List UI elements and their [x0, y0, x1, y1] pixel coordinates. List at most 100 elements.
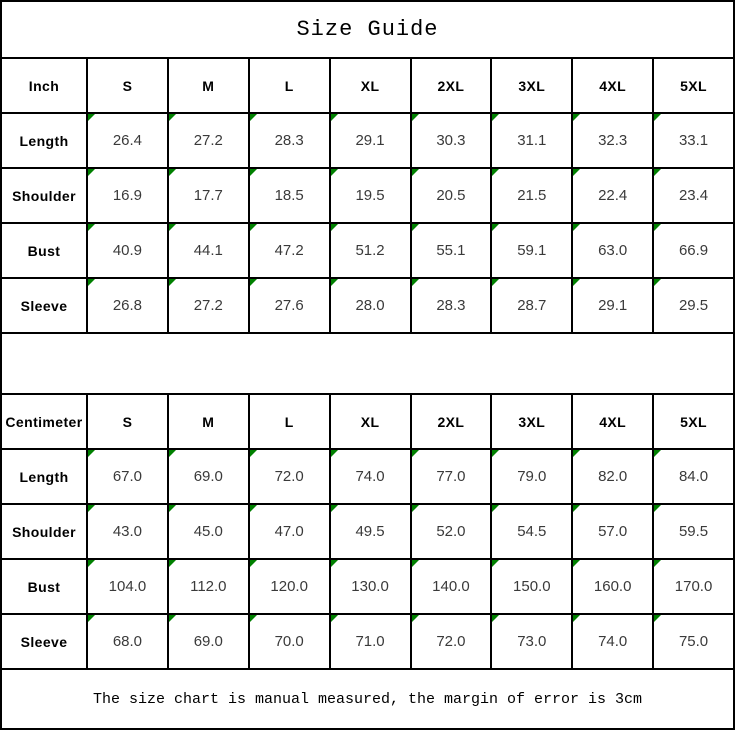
cell-comment-marker-icon	[249, 224, 257, 231]
value-cell: 28.3	[411, 279, 493, 332]
size-header-m-text: M	[202, 77, 215, 94]
value-cell: 17.7	[168, 169, 250, 222]
value-cell: 47.2	[249, 224, 331, 277]
cell-comment-marker-icon	[573, 450, 581, 457]
row-label-shoulder: Shoulder	[2, 169, 88, 222]
cell-comment-marker-icon	[88, 279, 95, 286]
value-cell-text: 31.1	[517, 132, 547, 149]
value-cell-text: 28.3	[436, 297, 466, 314]
row-label-shoulder: Shoulder	[2, 505, 88, 558]
value-cell: 51.2	[330, 224, 412, 277]
value-cell: 72.0	[411, 615, 493, 668]
size-header-5xl: 5XL	[654, 395, 733, 448]
value-cell: 28.3	[249, 114, 331, 167]
size-header-m: M	[169, 59, 250, 112]
size-header-2xl: 2XL	[412, 59, 493, 112]
unit-header-inch: Inch	[2, 59, 88, 112]
value-cell: 55.1	[411, 224, 493, 277]
value-cell-text: 72.0	[436, 633, 466, 650]
value-cell-text: 79.0	[517, 468, 547, 485]
size-header-s: S	[88, 59, 169, 112]
cell-comment-marker-icon	[330, 615, 338, 622]
cell-comment-marker-icon	[573, 169, 581, 176]
cell-comment-marker-icon	[330, 279, 338, 286]
value-cell-text: 55.1	[436, 242, 466, 259]
value-cell-text: 27.2	[193, 132, 223, 149]
value-cell-text: 52.0	[436, 523, 466, 540]
value-cell: 18.5	[249, 169, 331, 222]
centimeter-row-length: Length 67.0 69.0 72.0 74.0 77.0 79.0 82.0 84.0	[2, 450, 733, 505]
cell-comment-marker-icon	[249, 615, 257, 622]
size-header-xl-text: XL	[360, 413, 380, 430]
row-label-length-text: Length	[19, 132, 69, 149]
value-cell: 28.7	[492, 279, 574, 332]
footer-note: The size chart is manual measured, the m…	[92, 690, 643, 708]
value-cell-text: 69.0	[193, 633, 223, 650]
inch-header-row: Inch S M L XL 2XL 3XL 4XL 5XL	[2, 59, 733, 114]
cell-comment-marker-icon	[654, 169, 662, 176]
value-cell: 59.5	[654, 505, 733, 558]
value-cell: 69.0	[168, 615, 250, 668]
value-cell: 72.0	[249, 450, 331, 503]
cell-comment-marker-icon	[411, 224, 419, 231]
value-cell-text: 160.0	[593, 578, 632, 595]
value-cell-text: 66.9	[678, 242, 709, 259]
cell-comment-marker-icon	[411, 615, 419, 622]
value-cell-text: 72.0	[274, 468, 304, 485]
row-label-shoulder-text: Shoulder	[12, 523, 76, 540]
value-cell: 49.5	[330, 505, 412, 558]
cell-comment-marker-icon	[249, 505, 257, 512]
value-cell-text: 30.3	[436, 132, 466, 149]
value-cell-text: 19.5	[355, 187, 385, 204]
size-header-s: S	[88, 395, 169, 448]
value-cell: 27.2	[168, 114, 250, 167]
cell-comment-marker-icon	[492, 169, 500, 176]
value-cell: 22.4	[573, 169, 655, 222]
size-header-5xl-text: 5XL	[680, 413, 707, 430]
size-header-5xl: 5XL	[654, 59, 733, 112]
cell-comment-marker-icon	[492, 114, 500, 121]
cell-comment-marker-icon	[168, 224, 176, 231]
size-header-l: L	[250, 395, 331, 448]
value-cell: 16.9	[88, 169, 169, 222]
size-header-l: L	[250, 59, 331, 112]
value-cell: 59.1	[492, 224, 574, 277]
value-cell-text: 18.5	[274, 187, 304, 204]
value-cell-text: 20.5	[436, 187, 466, 204]
centimeter-row-shoulder: Shoulder 43.0 45.0 47.0 49.5 52.0 54.5 57.0 59.5	[2, 505, 733, 560]
value-cell-text: 71.0	[355, 633, 385, 650]
cell-comment-marker-icon	[411, 560, 419, 567]
row-label-bust: Bust	[2, 224, 88, 277]
value-cell: 29.1	[330, 114, 412, 167]
value-cell-text: 26.4	[112, 132, 143, 149]
inch-row-length: Length 26.4 27.2 28.3 29.1 30.3 31.1 32.3 33.1	[2, 114, 733, 169]
value-cell-text: 112.0	[190, 578, 227, 595]
cell-comment-marker-icon	[249, 169, 257, 176]
value-cell: 68.0	[88, 615, 169, 668]
size-header-4xl-text: 4XL	[599, 77, 627, 94]
size-header-5xl-text: 5XL	[680, 77, 707, 94]
value-cell-text: 28.7	[517, 297, 547, 314]
title-cell: Size Guide	[2, 2, 733, 57]
size-header-m: M	[169, 395, 250, 448]
cell-comment-marker-icon	[492, 615, 500, 622]
cell-comment-marker-icon	[168, 114, 176, 121]
footer-cell: The size chart is manual measured, the m…	[2, 670, 733, 728]
cell-comment-marker-icon	[573, 505, 581, 512]
cell-comment-marker-icon	[330, 505, 338, 512]
value-cell-text: 47.0	[274, 523, 304, 540]
value-cell: 84.0	[654, 450, 733, 503]
cell-comment-marker-icon	[492, 560, 500, 567]
value-cell: 33.1	[654, 114, 733, 167]
value-cell: 70.0	[249, 615, 331, 668]
value-cell-text: 150.0	[513, 578, 551, 595]
value-cell-text: 67.0	[112, 468, 143, 485]
value-cell-text: 29.1	[355, 132, 385, 149]
row-label-length-text: Length	[19, 468, 69, 485]
value-cell: 66.9	[654, 224, 733, 277]
value-cell-text: 32.3	[598, 132, 628, 149]
value-cell-text: 54.5	[517, 523, 547, 540]
value-cell-text: 84.0	[678, 468, 709, 485]
value-cell: 63.0	[573, 224, 655, 277]
inch-row-shoulder: Shoulder 16.9 17.7 18.5 19.5 20.5 21.5 22.4 23.4	[2, 169, 733, 224]
